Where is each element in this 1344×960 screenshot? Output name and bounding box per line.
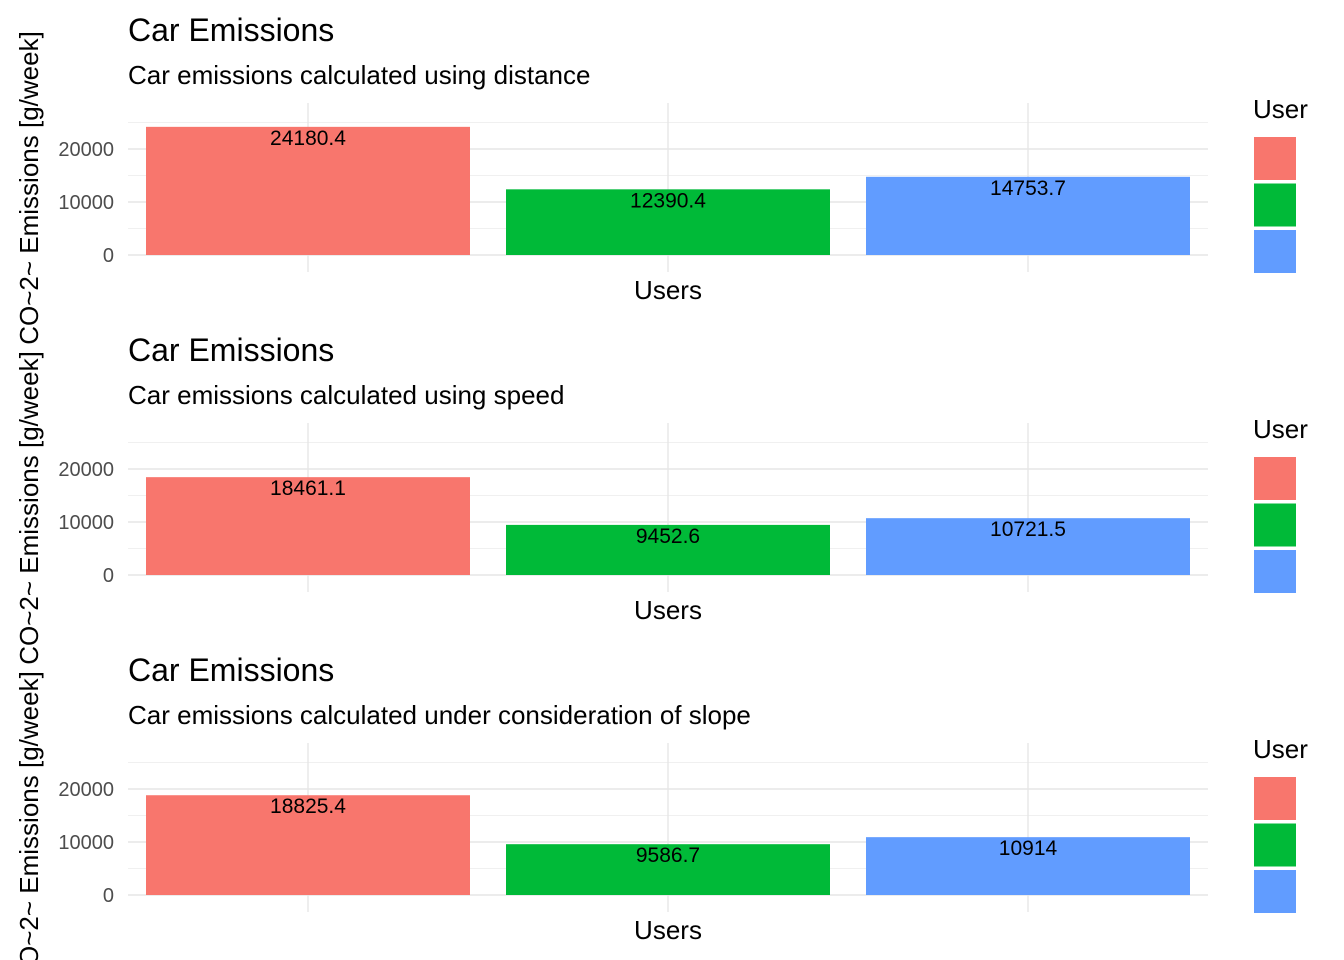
bar-value-label: 24180.4 <box>270 127 346 150</box>
chart-panel-1: Car Emissions Car emissions calculated us… <box>14 12 1308 345</box>
y-axis-title: CO~2~ Emissions [g/week] <box>14 351 44 665</box>
legend-key-user-1 <box>1254 457 1296 500</box>
y-tick-label: 0 <box>103 885 114 907</box>
legend-title: User <box>1253 94 1308 124</box>
bar-value-label: 9586.7 <box>636 844 700 867</box>
legend-key-user-2 <box>1254 503 1296 547</box>
bar-value-label: 10914 <box>999 837 1058 860</box>
y-tick-label: 10000 <box>58 192 114 214</box>
bar-value-label: 18461.1 <box>270 477 346 500</box>
chart-title: Car Emissions <box>128 12 334 48</box>
legend: User <box>1253 414 1308 593</box>
chart-title: Car Emissions <box>128 332 334 368</box>
x-axis-title: Users <box>634 595 702 625</box>
y-tick-label: 20000 <box>58 139 114 161</box>
chart-subtitle: Car emissions calculated using distance <box>128 60 590 90</box>
legend-title: User <box>1253 734 1308 764</box>
y-axis-title: CO~2~ Emissions [g/week] <box>14 31 44 345</box>
bar-value-label: 10721.5 <box>990 518 1066 541</box>
y-axis-title: CO~2~ Emissions [g/week] <box>14 671 44 960</box>
bar-value-label: 12390.4 <box>630 189 706 212</box>
legend-key-user-1 <box>1254 777 1296 820</box>
y-tick-label: 20000 <box>58 779 114 801</box>
legend: User <box>1253 734 1308 913</box>
bar-user-1 <box>146 126 470 256</box>
bar-value-label: 18825.4 <box>270 795 346 818</box>
bar-user-2 <box>506 189 830 255</box>
bar-user-3 <box>866 176 1190 255</box>
x-axis-title: Users <box>634 915 702 945</box>
y-tick-label: 20000 <box>58 459 114 481</box>
y-tick-label: 0 <box>103 565 114 587</box>
chart-panel-3: Car Emissions Car emissions calculated un… <box>14 652 1308 960</box>
legend-title: User <box>1253 414 1308 444</box>
chart-subtitle: Car emissions calculated using speed <box>128 380 564 410</box>
bar-user-3 <box>866 518 1190 575</box>
legend: User <box>1253 94 1308 273</box>
legend-key-user-3 <box>1254 230 1296 273</box>
legend-key-user-3 <box>1254 870 1296 913</box>
chart-panel-2: Car Emissions Car emissions calculated us… <box>14 332 1308 665</box>
legend-key-user-1 <box>1254 137 1296 180</box>
legend-key-user-2 <box>1254 183 1296 227</box>
y-tick-label: 10000 <box>58 832 114 854</box>
bar-user-2 <box>506 524 830 575</box>
bar-value-label: 9452.6 <box>636 525 700 548</box>
legend-key-user-3 <box>1254 550 1296 593</box>
y-tick-label: 0 <box>103 245 114 267</box>
bar-value-label: 14753.7 <box>990 177 1066 200</box>
bar-user-1 <box>146 477 470 575</box>
legend-key-user-2 <box>1254 823 1296 867</box>
chart-subtitle: Car emissions calculated under considera… <box>128 700 751 730</box>
bar-user-2 <box>506 844 830 895</box>
x-axis-title: Users <box>634 275 702 305</box>
y-tick-label: 10000 <box>58 512 114 534</box>
bar-user-1 <box>146 795 470 895</box>
chart-title: Car Emissions <box>128 652 334 688</box>
bar-user-3 <box>866 837 1190 895</box>
